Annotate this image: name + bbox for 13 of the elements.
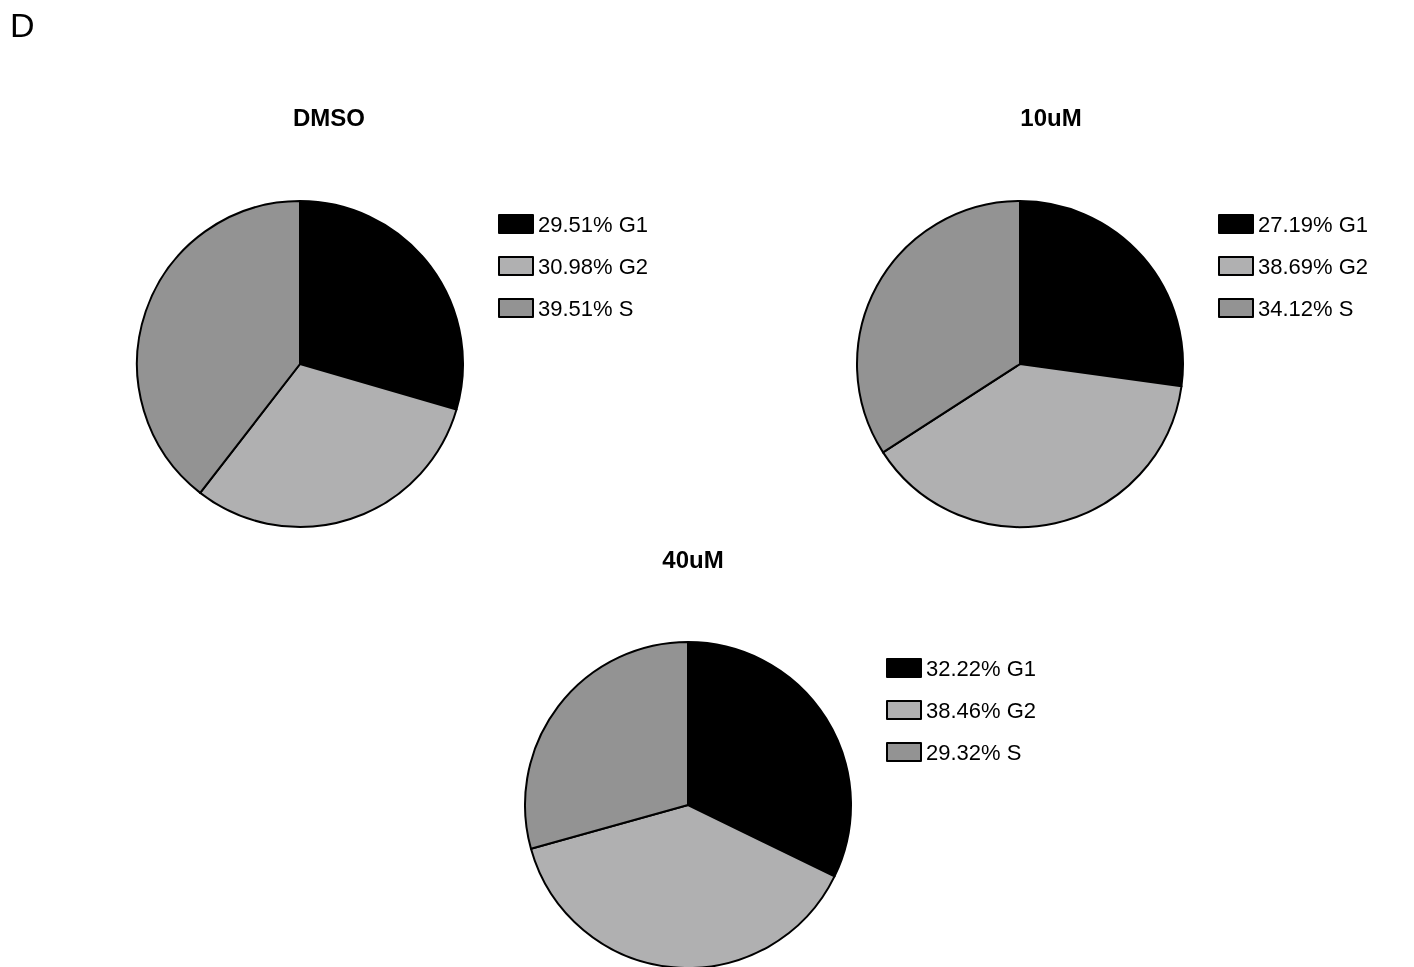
legend-label: 34.12% S xyxy=(1258,295,1354,321)
legend-label: 27.19% G1 xyxy=(1258,211,1369,237)
chart-title: DMSO xyxy=(293,103,365,131)
legend-label: 29.32% S xyxy=(926,739,1022,765)
chart-title: 10uM xyxy=(1020,103,1082,131)
text: D xyxy=(10,6,35,44)
legend-label: 38.46% G2 xyxy=(926,697,1037,723)
legend-label: 30.98% G2 xyxy=(538,253,649,279)
legend-label: 32.22% G1 xyxy=(926,655,1037,681)
legend-label: 29.51% G1 xyxy=(538,211,649,237)
chart-title: 40uM xyxy=(662,545,724,573)
legend-label: 38.69% G2 xyxy=(1258,253,1369,279)
legend-label: 39.51% S xyxy=(538,295,634,321)
